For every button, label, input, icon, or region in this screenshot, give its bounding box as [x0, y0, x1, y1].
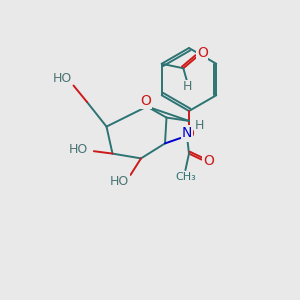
Text: CH₃: CH₃ — [175, 172, 196, 182]
Text: O: O — [197, 46, 208, 60]
Text: HO: HO — [69, 143, 88, 156]
Text: O: O — [184, 127, 194, 141]
Text: O: O — [140, 94, 151, 108]
Text: N: N — [182, 126, 192, 140]
Text: H: H — [183, 80, 192, 93]
Text: H: H — [194, 119, 204, 132]
Text: HO: HO — [110, 175, 129, 188]
Text: O: O — [203, 154, 214, 168]
Text: HO: HO — [53, 71, 72, 85]
